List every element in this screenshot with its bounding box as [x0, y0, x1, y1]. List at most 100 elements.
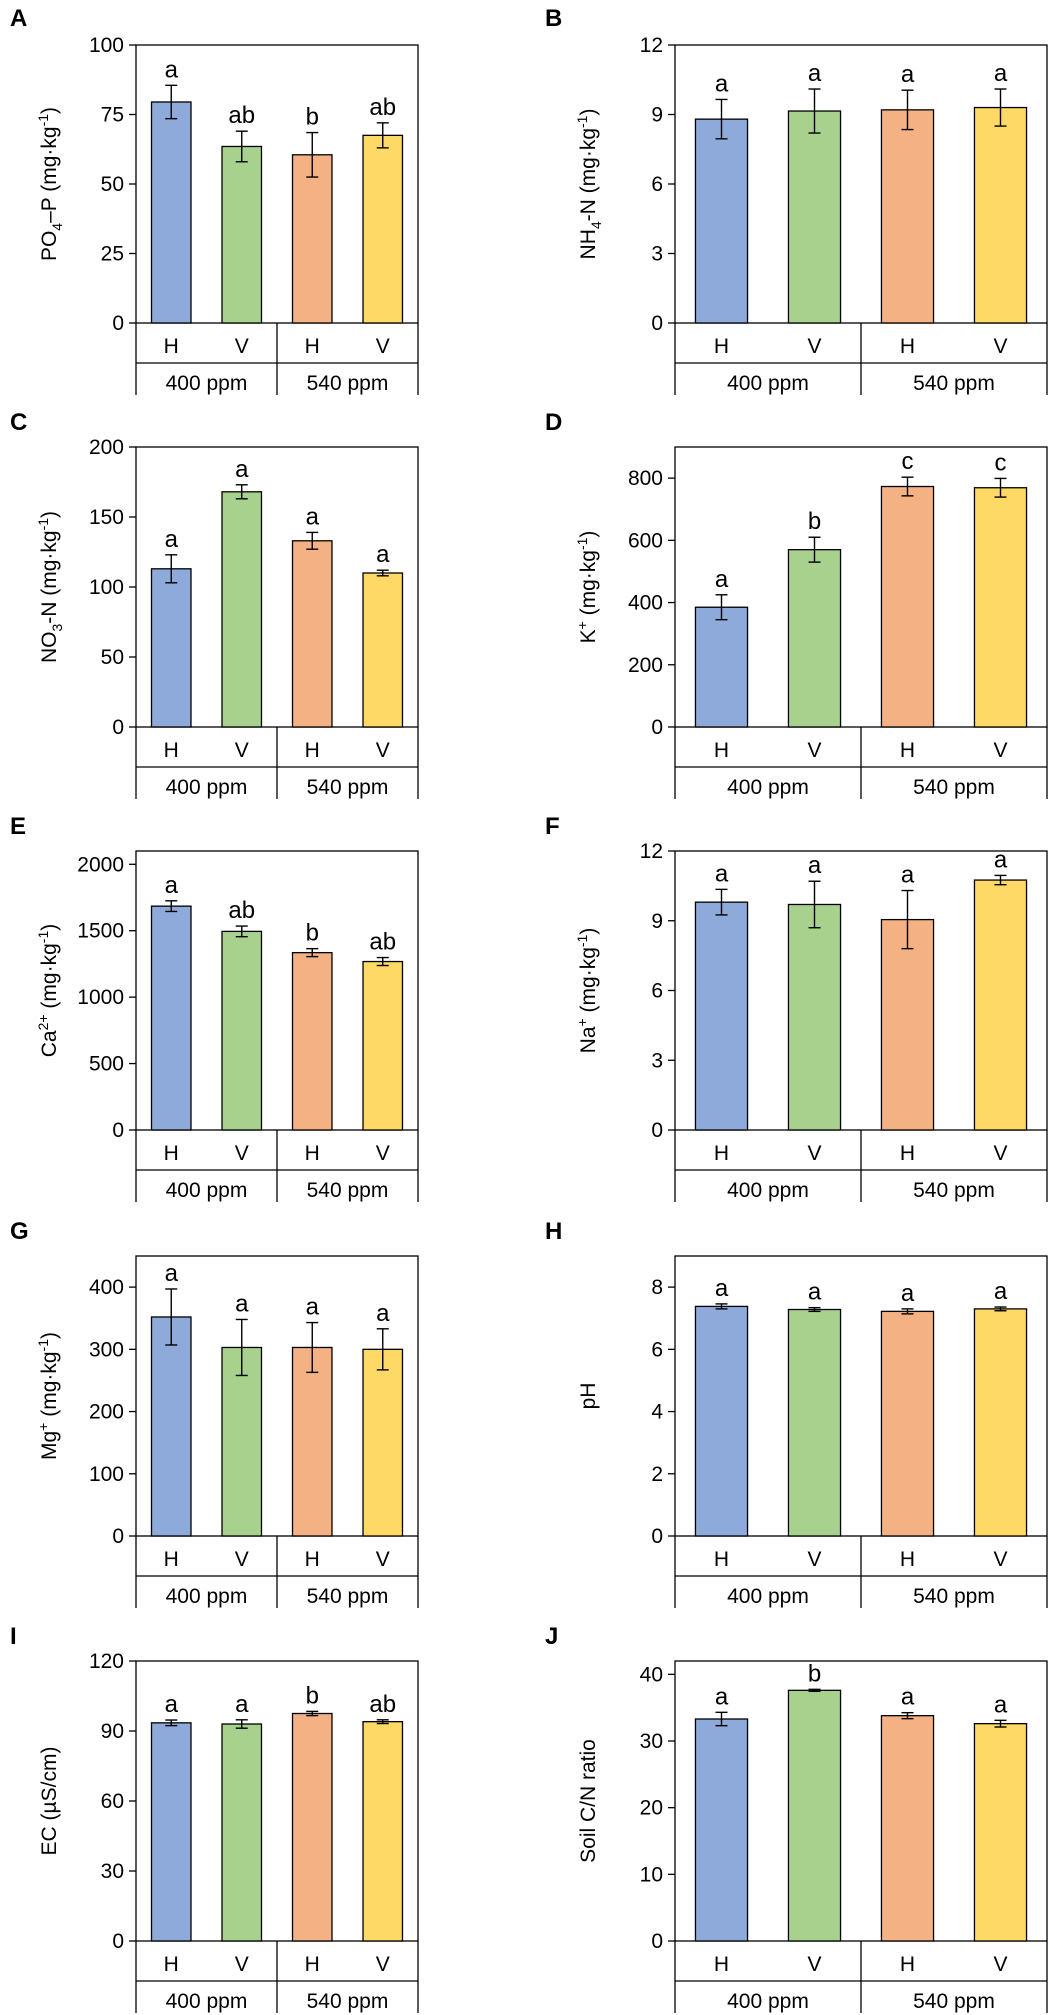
- x-tick-label: H: [714, 1953, 729, 1976]
- bar: [150, 101, 192, 324]
- y-tick-label: 4: [651, 1401, 663, 1424]
- y-tick-label: 200: [628, 654, 663, 677]
- group-label: 540 ppm: [307, 1585, 389, 1608]
- x-tick-label: H: [164, 1953, 179, 1976]
- y-tick-label: 200: [89, 436, 124, 459]
- y-tick-label: 75: [101, 104, 124, 127]
- y-tick-label: 0: [112, 1525, 124, 1548]
- significance-letter: a: [715, 1275, 729, 1302]
- panel-letter: I: [10, 1623, 17, 1650]
- y-axis-label: K+ (mg·kg-1): [574, 531, 600, 644]
- panel-letter: H: [545, 1218, 562, 1245]
- panel-letter: C: [10, 409, 27, 436]
- panel-j: J 0 10 20 30 40 Soil C/N ratio a Hb Va Ha V 400 ppm 5…: [545, 1623, 1048, 2013]
- significance-letter: a: [376, 1300, 390, 1327]
- panel-letter: G: [10, 1218, 29, 1245]
- y-tick-label: 90: [101, 1720, 124, 1743]
- y-tick-label: 50: [101, 173, 124, 196]
- y-tick-label: 400: [628, 592, 663, 615]
- y-tick-label: 100: [89, 1463, 124, 1486]
- significance-letter: ab: [228, 102, 255, 129]
- bar: [880, 918, 935, 1131]
- y-tick-label: 100: [89, 34, 124, 57]
- y-axis-label: NH4-N (mg·kg-1): [574, 109, 604, 260]
- x-tick-label: V: [376, 1548, 390, 1571]
- bar: [973, 106, 1028, 324]
- bar: [787, 110, 842, 324]
- y-tick-label: 12: [640, 34, 663, 57]
- bar: [880, 1715, 935, 1942]
- y-tick-label: 150: [89, 506, 124, 529]
- significance-letter: a: [235, 456, 249, 483]
- y-tick-label: 50: [101, 646, 124, 669]
- significance-letter: c: [902, 448, 914, 475]
- significance-letter: a: [994, 60, 1008, 87]
- y-axis-label: pH: [577, 1383, 600, 1410]
- bar: [362, 1721, 404, 1942]
- panel-a: A 0 25 50 75 100 PO4–P (mg·kg-1) a Hab Vb Hab V 400 …: [10, 5, 419, 395]
- x-tick-label: V: [993, 1953, 1007, 1976]
- bar: [787, 1689, 842, 1942]
- x-tick-label: V: [807, 1548, 821, 1571]
- y-tick-label: 0: [112, 1930, 124, 1953]
- bar: [973, 1723, 1028, 1942]
- panel-letter: B: [545, 5, 562, 32]
- bar: [973, 487, 1028, 728]
- significance-letter: a: [235, 1691, 249, 1718]
- x-tick-label: H: [164, 739, 179, 762]
- y-tick-label: 10: [640, 1863, 663, 1886]
- y-tick-label: 30: [640, 1730, 663, 1753]
- x-tick-label: V: [993, 335, 1007, 358]
- panel-letter: D: [545, 409, 562, 436]
- group-label: 400 ppm: [727, 1990, 809, 2013]
- bar: [291, 540, 333, 728]
- panel-letter: A: [10, 5, 27, 32]
- panel-e: E 0 500 1000 1500 2000 Ca2+ (mg·kg-1) a Hab Vb Hab…: [10, 813, 419, 1202]
- y-tick-label: 3: [651, 243, 663, 266]
- y-tick-label: 400: [89, 1276, 124, 1299]
- significance-letter: b: [808, 508, 821, 535]
- bar: [150, 905, 192, 1131]
- y-axis-label: Mg+ (mg·kg-1): [35, 1332, 61, 1460]
- bar: [694, 1718, 749, 1942]
- x-tick-label: V: [235, 335, 249, 358]
- y-tick-label: 25: [101, 243, 124, 266]
- group-label: 400 ppm: [166, 1585, 248, 1608]
- significance-letter: b: [306, 104, 319, 131]
- group-label: 400 ppm: [727, 776, 809, 799]
- y-tick-label: 3: [651, 1049, 663, 1072]
- x-tick-label: V: [807, 1142, 821, 1165]
- significance-letter: a: [808, 60, 822, 87]
- x-tick-label: H: [900, 739, 915, 762]
- x-tick-label: H: [305, 335, 320, 358]
- x-tick-label: V: [376, 1142, 390, 1165]
- panel-f: F 0 3 6 9 12 Na+ (mg·kg-1) a Ha Va Ha V 400 ppm 540 p…: [545, 813, 1048, 1202]
- panel-letter: F: [545, 813, 560, 840]
- significance-letter: a: [715, 566, 729, 593]
- group-label: 540 ppm: [307, 372, 389, 395]
- bar: [150, 1722, 192, 1942]
- panel-c: C 0 50 100 150 200 NO3-N (mg·kg-1) a Ha Va Ha V 400 …: [10, 409, 419, 799]
- x-tick-label: H: [714, 739, 729, 762]
- significance-letter: a: [901, 862, 915, 889]
- x-tick-label: H: [305, 1953, 320, 1976]
- bar: [973, 879, 1028, 1131]
- x-tick-label: H: [714, 335, 729, 358]
- x-tick-label: V: [807, 335, 821, 358]
- significance-letter: a: [715, 70, 729, 97]
- significance-letter: c: [995, 449, 1007, 476]
- x-tick-label: V: [807, 739, 821, 762]
- significance-letter: ab: [369, 94, 396, 121]
- significance-letter: a: [235, 1290, 249, 1317]
- significance-letter: b: [808, 1660, 821, 1687]
- bar: [150, 568, 192, 728]
- significance-letter: a: [901, 61, 915, 88]
- y-tick-label: 6: [651, 980, 663, 1003]
- x-tick-label: H: [900, 1142, 915, 1165]
- y-axis-label: PO4–P (mg·kg-1): [35, 107, 65, 261]
- y-tick-label: 1000: [77, 986, 124, 1009]
- bar: [787, 1308, 842, 1537]
- bar: [221, 1723, 263, 1942]
- group-label: 400 ppm: [727, 1179, 809, 1202]
